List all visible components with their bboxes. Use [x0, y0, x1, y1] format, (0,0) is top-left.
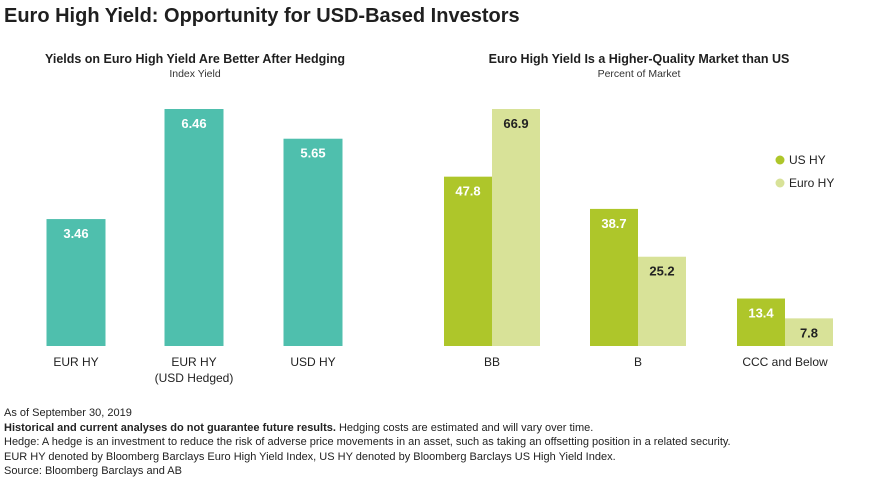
disclaimer-note: Historical and current analyses do not g… — [4, 421, 876, 436]
bar-value-bb-us-hy: 47.8 — [455, 184, 480, 199]
category-label-bb: BB — [484, 355, 500, 369]
bar-value-bb-euro-hy: 66.9 — [503, 116, 528, 131]
left-bars-group: 3.46 EUR HY 6.46 EUR HY (USD Hedged) 5.65 USD … — [46, 109, 343, 385]
source-note: Source: Bloomberg Barclays and AB — [4, 465, 182, 478]
left-chart-subtitle: Index Yield — [169, 68, 221, 80]
bar-bb-us-hy — [444, 176, 492, 346]
footnotes: As of September 30, 2019 Historical and … — [4, 406, 876, 479]
right-chart-panel: Euro High Yield Is a Higher-Quality Mark… — [444, 52, 834, 369]
category-label-eur-hy: EUR HY — [53, 355, 98, 369]
category-label-eur-hy-usd-hedged-line2: (USD Hedged) — [155, 371, 234, 385]
disclaimer-rest: Hedging costs are estimated and will var… — [335, 421, 594, 434]
page-title: Euro High Yield: Opportunity for USD-Bas… — [4, 5, 520, 27]
bar-ccc-and-below-us-hy — [737, 298, 785, 346]
category-label-ccc-and-below: CCC and Below — [742, 355, 828, 369]
right-bars-group: 47.8 66.9 BB 38.7 25.2 B 13.4 7.8 CCC and Below — [444, 109, 833, 369]
left-chart-title: Yields on Euro High Yield Are Better Aft… — [45, 52, 345, 66]
bar-eur-hy — [46, 219, 106, 346]
right-chart-subtitle: Percent of Market — [598, 68, 681, 80]
right-chart-title: Euro High Yield Is a Higher-Quality Mark… — [489, 52, 790, 66]
bar-value-eur-hy: 3.46 — [63, 226, 88, 241]
legend-label-us-hy: US HY — [789, 153, 826, 167]
bar-bb-euro-hy — [492, 109, 540, 346]
bar-eur-hy-usd-hedged — [164, 109, 224, 346]
bar-value-b-us-hy: 38.7 — [601, 216, 626, 231]
as-of-note: As of September 30, 2019 — [4, 407, 132, 419]
left-chart-panel: Yields on Euro High Yield Are Better Aft… — [45, 52, 345, 385]
legend-swatch-euro-hy — [775, 178, 785, 188]
category-label-b: B — [634, 355, 642, 369]
bar-value-usd-hy: 5.65 — [300, 146, 325, 161]
bar-b-us-hy — [590, 208, 638, 346]
bar-usd-hy — [283, 138, 343, 346]
index-definition: EUR HY denoted by Bloomberg Barclays Eur… — [4, 450, 616, 463]
disclaimer-bold: Historical and current analyses do not g… — [4, 421, 336, 434]
category-label-eur-hy-usd-hedged: EUR HY — [171, 355, 216, 369]
legend-label-euro-hy: Euro HY — [789, 176, 834, 190]
bar-value-ccc-and-below-us-hy: 13.4 — [748, 306, 774, 321]
legend: US HY Euro HY — [775, 153, 834, 190]
hedge-definition: Hedge: A hedge is an investment to reduc… — [4, 436, 731, 449]
bar-value-eur-hy-usd-hedged: 6.46 — [181, 116, 206, 131]
bar-value-ccc-and-below-euro-hy: 7.8 — [800, 325, 818, 340]
legend-swatch-us-hy — [775, 155, 785, 165]
bar-value-b-euro-hy: 25.2 — [649, 264, 674, 279]
category-label-usd-hy: USD HY — [290, 355, 335, 369]
bar-b-euro-hy — [638, 256, 686, 346]
charts-canvas: Yields on Euro High Yield Are Better Aft… — [45, 52, 834, 385]
bar-ccc-and-below-euro-hy — [785, 318, 833, 346]
